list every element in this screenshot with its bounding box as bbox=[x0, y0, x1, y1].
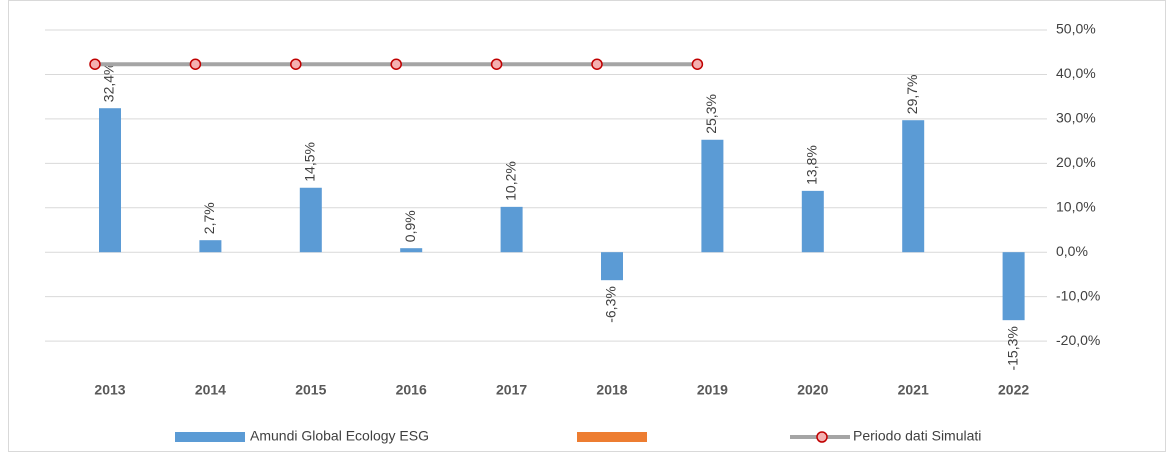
line-marker bbox=[89, 58, 101, 70]
x-tick-label: 2016 bbox=[396, 382, 427, 398]
bar bbox=[601, 252, 623, 281]
y-tick-label: 50,0% bbox=[1056, 21, 1096, 37]
bar bbox=[902, 120, 925, 253]
x-tick-label: 2014 bbox=[195, 382, 226, 398]
x-tick-label: 2021 bbox=[898, 382, 929, 398]
x-tick-label: 2020 bbox=[797, 382, 828, 398]
chart-frame bbox=[8, 0, 1166, 452]
data-label: -15,3% bbox=[1004, 326, 1020, 370]
bar bbox=[199, 240, 222, 253]
bar bbox=[99, 108, 121, 253]
data-label: 32,4% bbox=[101, 63, 117, 103]
legend-label: Amundi Global Ecology ESG bbox=[250, 428, 429, 444]
y-tick-label: 40,0% bbox=[1056, 65, 1096, 81]
x-tick-label: 2013 bbox=[94, 382, 125, 398]
data-label: 14,5% bbox=[302, 142, 318, 182]
x-tick-label: 2019 bbox=[697, 382, 728, 398]
x-tick-label: 2015 bbox=[295, 382, 326, 398]
data-label: 29,7% bbox=[904, 75, 920, 115]
data-label: 25,3% bbox=[703, 94, 719, 134]
data-label: 10,2% bbox=[502, 161, 518, 201]
line-marker bbox=[490, 58, 503, 70]
data-label: 0,9% bbox=[402, 210, 418, 242]
legend-swatch bbox=[175, 432, 245, 442]
y-tick-label: 10,0% bbox=[1056, 198, 1096, 214]
y-tick-label: 30,0% bbox=[1056, 110, 1096, 126]
y-tick-label: -10,0% bbox=[1056, 287, 1100, 303]
data-label: 2,7% bbox=[201, 202, 217, 234]
x-tick-label: 2017 bbox=[496, 382, 527, 398]
legend-marker bbox=[816, 431, 828, 443]
bar bbox=[1002, 252, 1025, 321]
line-marker bbox=[390, 58, 402, 70]
legend-swatch bbox=[577, 432, 647, 442]
line-marker bbox=[189, 58, 202, 70]
data-label: -6,3% bbox=[603, 286, 619, 323]
x-tick-label: 2018 bbox=[596, 382, 627, 398]
y-tick-label: -20,0% bbox=[1056, 332, 1100, 348]
line-marker bbox=[691, 58, 704, 70]
line-marker bbox=[591, 58, 603, 70]
y-tick-label: 20,0% bbox=[1056, 154, 1096, 170]
bar bbox=[400, 248, 423, 253]
bar bbox=[500, 206, 523, 253]
x-tick-label: 2022 bbox=[998, 382, 1029, 398]
legend-label: Periodo dati Simulati bbox=[853, 428, 981, 444]
bar bbox=[299, 187, 322, 253]
bar bbox=[701, 139, 724, 253]
bar bbox=[801, 190, 824, 253]
line-marker bbox=[290, 58, 302, 70]
data-label: 13,8% bbox=[804, 145, 820, 185]
y-tick-label: 0,0% bbox=[1056, 243, 1088, 259]
